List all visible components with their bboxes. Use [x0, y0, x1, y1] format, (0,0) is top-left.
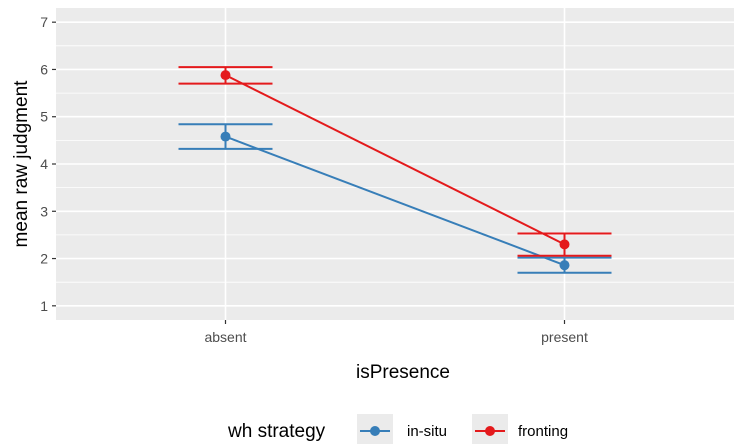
grid	[56, 8, 734, 320]
series-in-situ	[178, 123, 612, 274]
legend-label-fronting: fronting	[518, 423, 568, 440]
legend-entry-in-situ: in-situ	[357, 414, 447, 444]
y-tick-label-6: 6	[40, 61, 48, 77]
line-fronting	[225, 74, 565, 246]
point-in-situ-present	[559, 260, 570, 271]
series-marks	[178, 66, 612, 274]
series-fronting	[178, 66, 612, 257]
legend-title: wh strategy	[227, 421, 326, 442]
line-in-situ	[225, 135, 565, 267]
legend-key-point-fronting	[485, 426, 495, 436]
point-in-situ-absent	[220, 131, 231, 142]
x-tick-label-absent: absent	[204, 329, 246, 345]
point-fronting-present	[559, 239, 570, 250]
x-tick-label-present: present	[541, 329, 588, 345]
y-tick-label-1: 1	[40, 298, 48, 314]
point-fronting-absent	[220, 70, 231, 81]
legend-entry-fronting: fronting	[472, 414, 568, 444]
x-axis-title: isPresence	[356, 362, 450, 383]
y-axis-title: mean raw judgment	[11, 80, 32, 248]
y-tick-label-5: 5	[40, 109, 48, 125]
y-axis: 1 2 3 4 5 6 7	[40, 14, 56, 314]
y-tick-label-7: 7	[40, 14, 48, 30]
x-axis: absent present	[204, 320, 588, 345]
y-tick-label-3: 3	[40, 203, 48, 219]
legend-key-point-in-situ	[370, 426, 380, 436]
y-tick-label-4: 4	[40, 156, 48, 172]
legend: wh strategy in-situ fronting	[227, 414, 568, 444]
y-tick-label-2: 2	[40, 251, 48, 267]
legend-label-in-situ: in-situ	[407, 423, 447, 440]
